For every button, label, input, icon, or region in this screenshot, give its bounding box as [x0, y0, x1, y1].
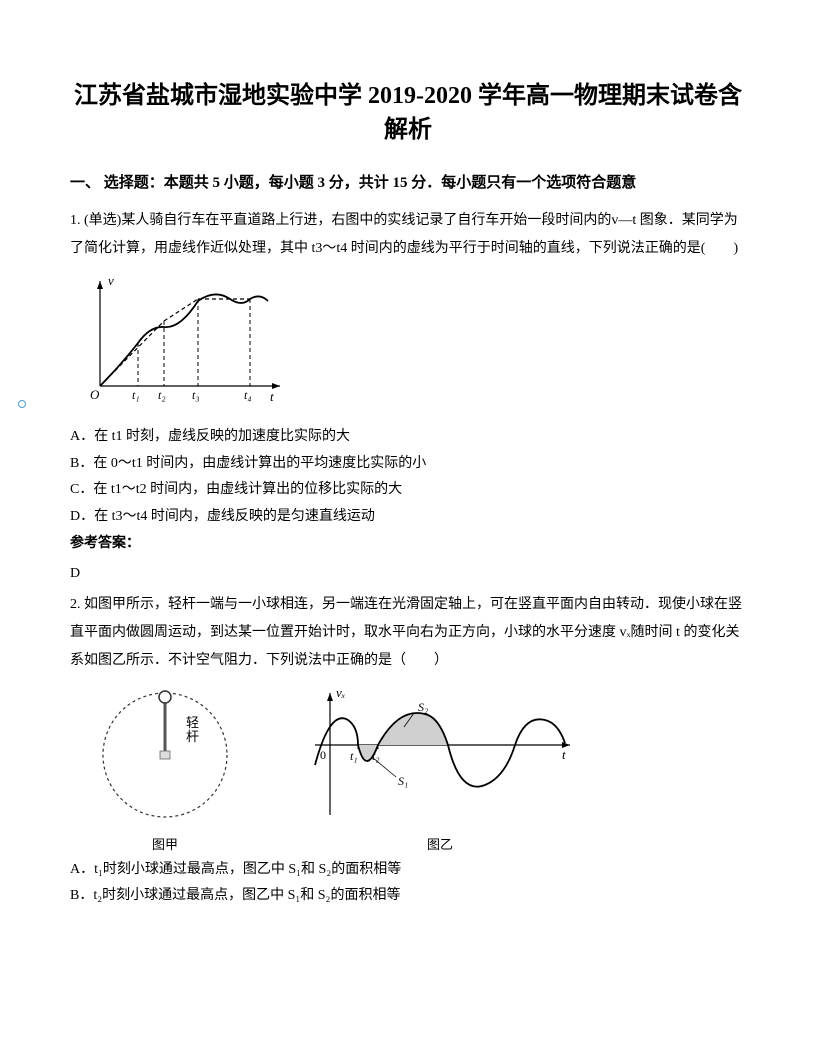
x-axis-label: t	[270, 389, 274, 404]
tick-t4: t₄	[244, 388, 252, 402]
q1-stem: 1. (单选)某人骑自行车在平直道路上行进，右图中的实线记录了自行车开始一段时间…	[70, 207, 746, 263]
q2-option-a: A．t₁时刻小球通过最高点，图乙中 S₁和 S₂的面积相等	[70, 857, 746, 884]
rod-label-1: 轻	[186, 715, 199, 730]
q1-vt-chart: O v t t₁ t₂ t₃ t₄	[70, 271, 290, 411]
fig2-caption: 图乙	[300, 834, 580, 853]
q1-answer: D	[70, 557, 746, 591]
fig2-xlabel: t	[562, 747, 566, 762]
q1-option-c: C．在 t1～t2 时间内，由虚线计算出的位移比实际的大	[70, 477, 746, 504]
y-axis-label: v	[108, 273, 114, 288]
fig1-caption: 图甲	[90, 834, 240, 853]
q1-answer-label: 参考答案：	[70, 531, 746, 558]
s2-label: S₂	[418, 700, 428, 714]
rod-label-2: 杆	[186, 729, 199, 744]
s1-label: S₁	[398, 774, 408, 788]
q1-option-b: B．在 0～t1 时间内，由虚线计算出的平均速度比实际的小	[70, 451, 746, 478]
fig2-zero: 0	[320, 748, 326, 762]
q2-fig1-circle: 轻 杆	[90, 685, 240, 825]
fig2-t2: t₂	[372, 749, 380, 763]
fig2-t1: t₁	[350, 749, 358, 763]
q1-option-d: D．在 t3～t4 时间内，虚线反映的是匀速直线运动	[70, 504, 746, 531]
q2-fig2-wrap: vₓ t 0 S₂ S₁ t₁ t₂ 图乙	[300, 685, 580, 853]
q1-option-a: A．在 t1 时刻，虚线反映的加速度比实际的大	[70, 424, 746, 451]
page-side-marker	[18, 400, 26, 408]
section-header: 一、 选择题：本题共 5 小题，每小题 3 分，共计 15 分．每小题只有一个选…	[70, 171, 746, 195]
tick-t2: t₂	[158, 388, 166, 402]
tick-t1: t₁	[132, 388, 140, 402]
q2-stem: 2. 如图甲所示，轻杆一端与一小球相连，另一端连在光滑固定轴上，可在竖直平面内自…	[70, 591, 746, 675]
q2-figures: 轻 杆 图甲 vₓ t 0 S₂ S₁	[90, 685, 746, 853]
fig2-ylabel: vₓ	[336, 685, 346, 700]
tick-t3: t₃	[192, 388, 200, 402]
origin-label: O	[90, 387, 100, 402]
q2-option-b: B．t₂时刻小球通过最高点，图乙中 S₁和 S₂的面积相等	[70, 883, 746, 910]
q1-figure: O v t t₁ t₂ t₃ t₄	[70, 271, 746, 416]
q2-fig2-vt: vₓ t 0 S₂ S₁ t₁ t₂	[300, 685, 580, 825]
exam-title: 江苏省盐城市湿地实验中学 2019-2020 学年高一物理期末试卷含解析	[70, 80, 746, 147]
q2-fig1-wrap: 轻 杆 图甲	[90, 685, 240, 853]
